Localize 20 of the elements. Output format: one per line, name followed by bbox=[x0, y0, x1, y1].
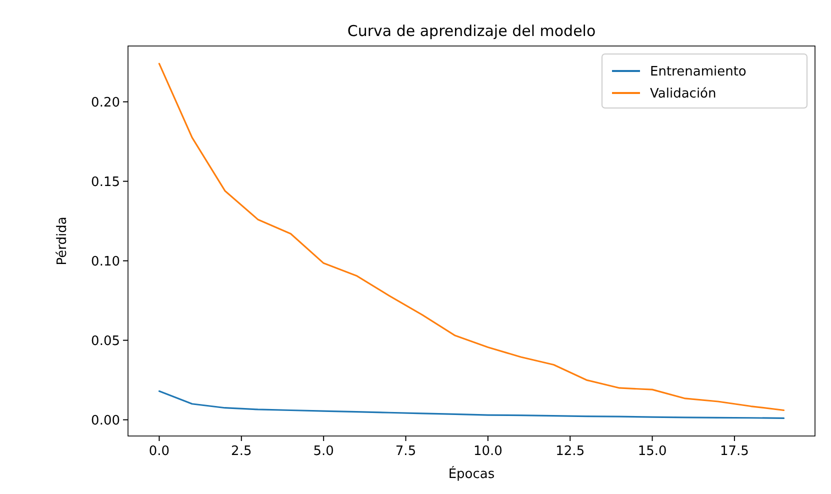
x-tick-label: 0.0 bbox=[148, 444, 170, 459]
y-tick-label: 0.20 bbox=[91, 95, 120, 110]
x-tick-label: 15.0 bbox=[638, 444, 667, 459]
y-tick-label: 0.05 bbox=[91, 334, 120, 349]
chart-title: Curva de aprendizaje del modelo bbox=[347, 22, 596, 40]
legend-label: Entrenamiento bbox=[650, 64, 746, 80]
x-tick-label: 17.5 bbox=[720, 444, 749, 459]
x-tick-label: 2.5 bbox=[231, 444, 252, 459]
y-tick-label: 0.00 bbox=[91, 413, 120, 428]
legend-label: Validación bbox=[650, 86, 716, 102]
x-tick-label: 5.0 bbox=[313, 444, 334, 459]
y-tick-label: 0.10 bbox=[91, 254, 120, 270]
x-axis-title: Épocas bbox=[448, 465, 495, 482]
line-series bbox=[158, 390, 785, 419]
line-series bbox=[158, 62, 785, 412]
x-tick-label: 7.5 bbox=[395, 444, 416, 459]
y-axis-title: Pérdida bbox=[55, 216, 70, 266]
x-tick-label: 10.0 bbox=[473, 444, 502, 459]
x-tick-label: 12.5 bbox=[556, 444, 585, 459]
y-tick-label: 0.15 bbox=[91, 174, 120, 190]
